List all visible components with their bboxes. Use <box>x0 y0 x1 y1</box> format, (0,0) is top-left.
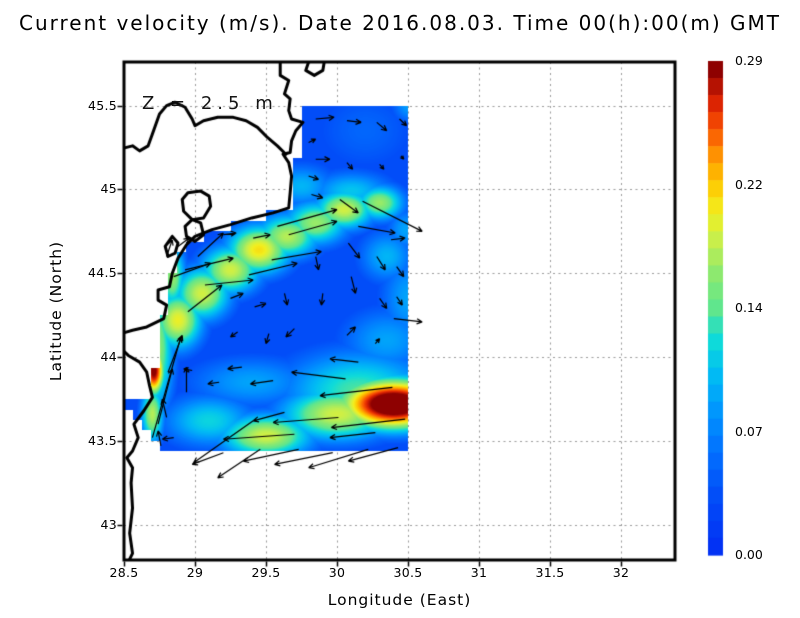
colorbar-tick-label: 0.14 <box>735 300 763 315</box>
colorbar-tick-label: 0.00 <box>735 547 763 562</box>
y-tick-label: 43.5 <box>87 432 117 448</box>
colorbar-tick-label: 0.07 <box>735 423 763 439</box>
x-tick-label: 32 <box>612 565 630 580</box>
y-tick-label: 44 <box>100 349 117 365</box>
depth-annotation: Z = 2.5 m <box>142 93 278 114</box>
y-tick-label: 45 <box>100 181 117 197</box>
y-tick-label: 45.5 <box>87 97 117 113</box>
colorbar-tick-label: 0.29 <box>735 53 763 68</box>
x-tick-label: 31.5 <box>535 565 565 580</box>
x-tick-label: 28.5 <box>109 565 139 580</box>
x-axis-label: Longitude (East) <box>327 591 472 609</box>
x-tick-label: 31 <box>470 565 488 580</box>
colorbar-tick-label: 0.22 <box>735 176 763 192</box>
x-tick-label: 30.5 <box>393 565 423 580</box>
x-tick-label: 30 <box>328 565 346 580</box>
plot-title: Current velocity (m/s). Date 2016.08.03.… <box>19 11 781 35</box>
y-tick-label: 44.5 <box>87 265 117 281</box>
x-tick-label: 29.5 <box>251 565 281 580</box>
y-tick-label: 43 <box>100 516 117 532</box>
x-tick-label: 29 <box>186 565 204 580</box>
